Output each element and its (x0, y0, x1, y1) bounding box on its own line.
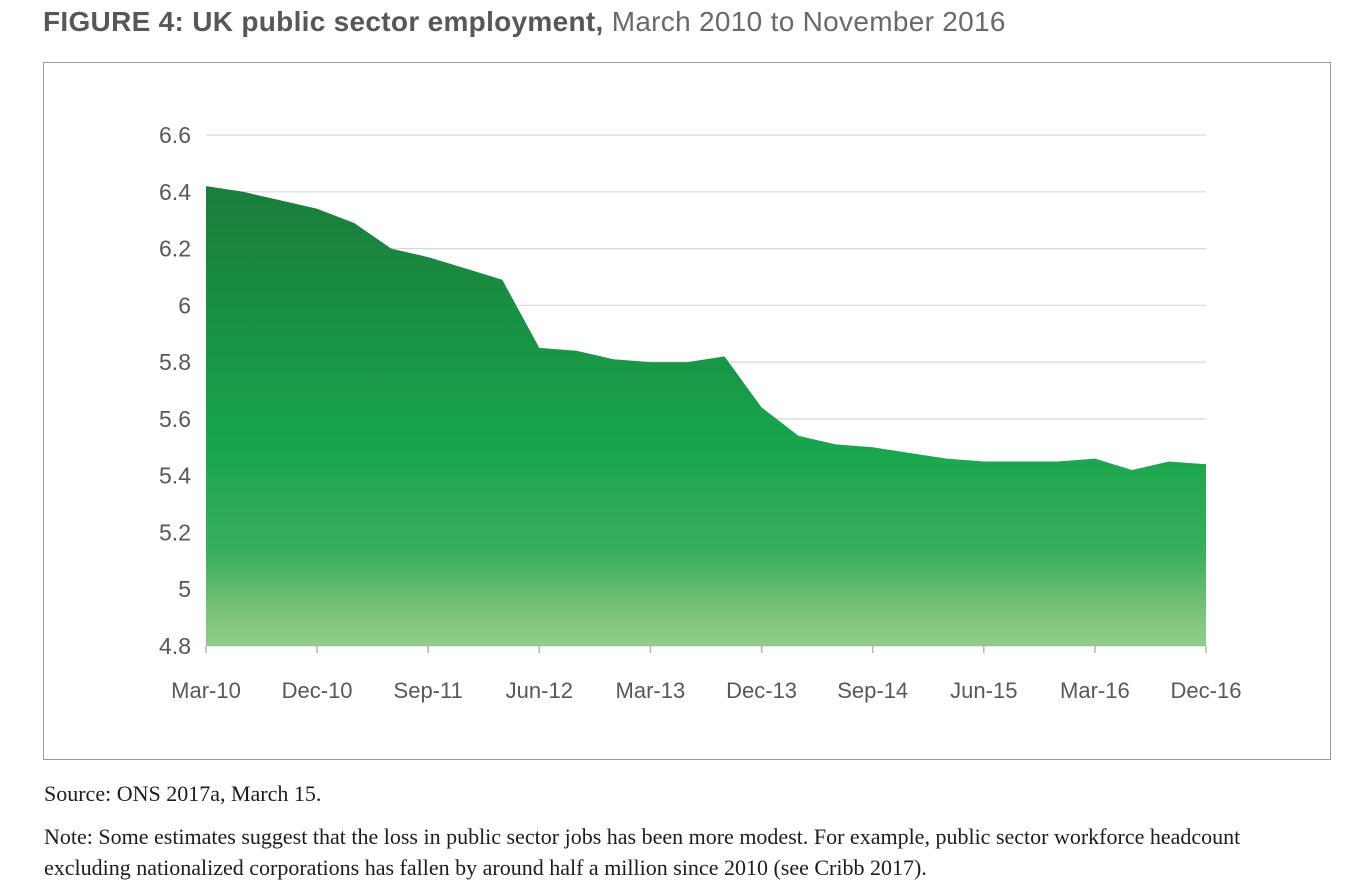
y-tick-label: 5.8 (159, 349, 191, 375)
x-tick-label: Mar-16 (1060, 678, 1130, 703)
source-text: Source: ONS 2017a, March 15. (44, 781, 322, 806)
y-tick-label: 5 (178, 576, 191, 602)
y-tick-label: 4.8 (159, 633, 191, 659)
x-tick-label: Dec-16 (1171, 678, 1242, 703)
note-text: Note: Some estimates suggest that the lo… (44, 821, 1240, 883)
x-tick-label: Dec-10 (282, 678, 353, 703)
figure-title: FIGURE 4: UK public sector employment, M… (43, 6, 1006, 38)
note-line-1: Note: Some estimates suggest that the lo… (44, 824, 1241, 849)
y-tick-label: 6.6 (159, 122, 191, 148)
y-tick-label: 5.2 (159, 519, 191, 545)
x-axis: Mar-10 Dec-10 Sep-11 Jun-12 Mar-13 Dec-13 Sep-… (171, 646, 1241, 703)
x-tick-label: Jun-12 (506, 678, 573, 703)
chart-frame: Mar-10 Dec-10 Sep-11 Jun-12 Mar-13 Dec-13 Sep-… (43, 62, 1331, 760)
y-tick-label: 6.4 (159, 179, 191, 205)
x-tick-label: Dec-13 (726, 678, 797, 703)
figure-title-subtitle: March 2010 to November 2016 (603, 6, 1006, 37)
x-tick-label: Mar-10 (171, 678, 241, 703)
x-tick-label: Jun-15 (950, 678, 1017, 703)
figure-title-bold: FIGURE 4: UK public sector employment, (43, 6, 604, 37)
note-line-2: excluding nationalized corporations has … (44, 855, 927, 880)
y-tick-label: 5.4 (159, 463, 191, 489)
x-tick-label: Sep-14 (837, 678, 908, 703)
y-tick-label: 6 (178, 292, 191, 318)
employment-area-series (206, 186, 1206, 646)
x-tick-label: Mar-13 (616, 678, 686, 703)
x-tick-label: Sep-11 (394, 678, 463, 703)
y-tick-label: 6.2 (159, 236, 191, 262)
y-axis: 6.6 6.4 6.2 6 5.8 5.6 5.4 5.2 5 4.8 (159, 122, 191, 659)
employment-area-chart: Mar-10 Dec-10 Sep-11 Jun-12 Mar-13 Dec-13 Sep-… (159, 122, 1241, 703)
y-tick-label: 5.6 (159, 406, 191, 432)
